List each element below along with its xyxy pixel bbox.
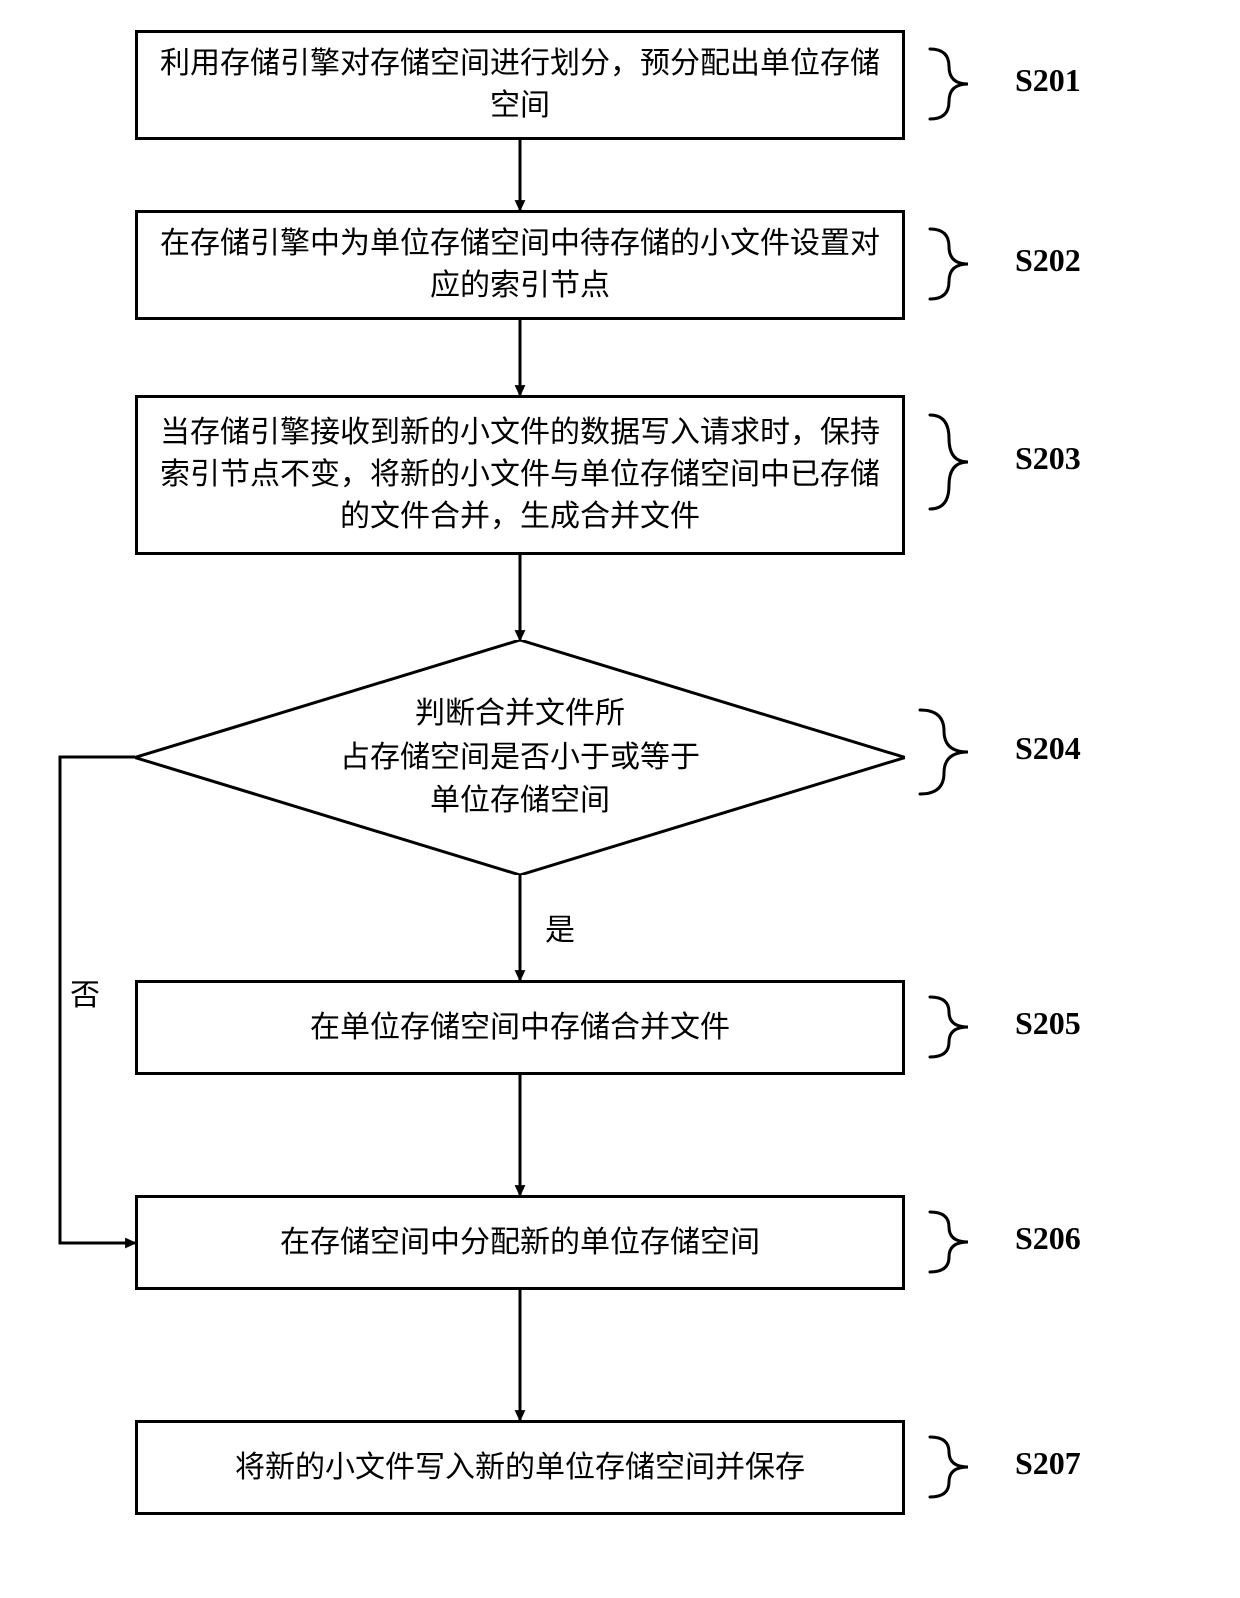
decision-s204: 判断合并文件所 占存储空间是否小于或等于 单位存储空间 bbox=[135, 640, 905, 875]
step-label-s202: S202 bbox=[1015, 242, 1081, 279]
brace-6 bbox=[930, 1437, 968, 1497]
brace-1 bbox=[930, 229, 968, 299]
brace-4 bbox=[930, 997, 968, 1057]
step-label-s207: S207 bbox=[1015, 1445, 1081, 1482]
process-s201: 利用存储引擎对存储空间进行划分，预分配出单位存储空间 bbox=[135, 30, 905, 140]
brace-5 bbox=[930, 1212, 968, 1272]
step-label-s203: S203 bbox=[1015, 440, 1081, 477]
process-s205: 在单位存储空间中存储合并文件 bbox=[135, 980, 905, 1075]
step-label-s201: S201 bbox=[1015, 62, 1081, 99]
process-text: 当存储引擎接收到新的小文件的数据写入请求时，保持索引节点不变，将新的小文件与单位… bbox=[150, 412, 890, 538]
edge-label-3: 是 bbox=[545, 905, 575, 949]
process-s207: 将新的小文件写入新的单位存储空间并保存 bbox=[135, 1420, 905, 1515]
decision-text: 判断合并文件所 占存储空间是否小于或等于 单位存储空间 bbox=[135, 640, 905, 875]
process-s206: 在存储空间中分配新的单位存储空间 bbox=[135, 1195, 905, 1290]
process-s203: 当存储引擎接收到新的小文件的数据写入请求时，保持索引节点不变，将新的小文件与单位… bbox=[135, 395, 905, 555]
step-label-s205: S205 bbox=[1015, 1005, 1081, 1042]
process-text: 在存储空间中分配新的单位存储空间 bbox=[280, 1222, 760, 1264]
process-text: 在存储引擎中为单位存储空间中待存储的小文件设置对应的索引节点 bbox=[150, 223, 890, 307]
process-text: 在单位存储空间中存储合并文件 bbox=[310, 1007, 730, 1049]
decision-text-span: 判断合并文件所 占存储空间是否小于或等于 单位存储空间 bbox=[340, 692, 700, 823]
brace-3 bbox=[920, 710, 968, 794]
process-s202: 在存储引擎中为单位存储空间中待存储的小文件设置对应的索引节点 bbox=[135, 210, 905, 320]
brace-0 bbox=[930, 49, 968, 119]
flowchart-canvas: 利用存储引擎对存储空间进行划分，预分配出单位存储空间 S201 在存储引擎中为单位存… bbox=[0, 0, 1240, 1598]
process-text: 利用存储引擎对存储空间进行划分，预分配出单位存储空间 bbox=[150, 43, 890, 127]
process-text: 将新的小文件写入新的单位存储空间并保存 bbox=[235, 1447, 805, 1489]
step-label-s206: S206 bbox=[1015, 1220, 1081, 1257]
step-label-s204: S204 bbox=[1015, 730, 1081, 767]
edge-label-6: 否 bbox=[70, 970, 100, 1014]
brace-2 bbox=[930, 415, 968, 509]
